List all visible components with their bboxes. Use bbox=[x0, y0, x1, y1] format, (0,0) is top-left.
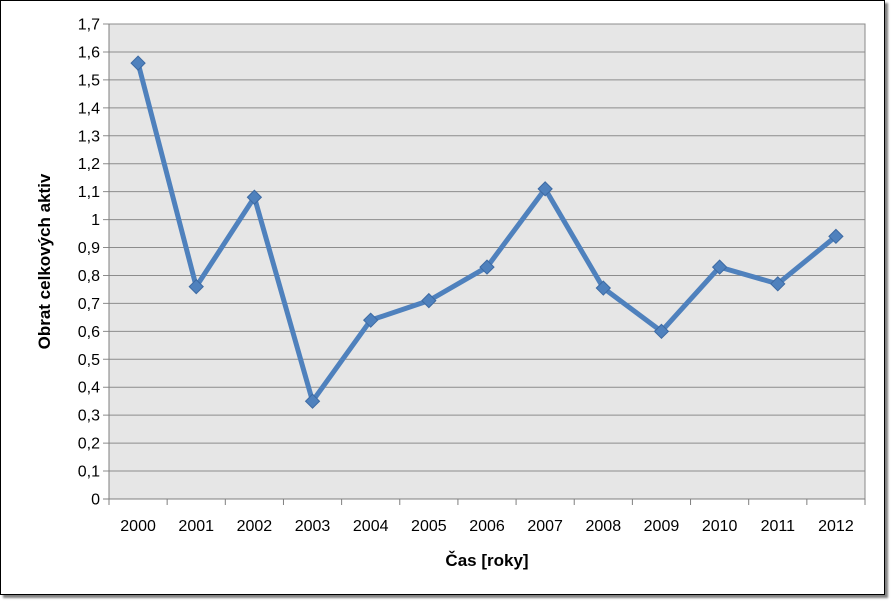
data-point bbox=[479, 259, 495, 275]
y-tick-label: 0,3 bbox=[78, 408, 100, 425]
y-tick-label: 0,8 bbox=[78, 268, 100, 285]
data-point bbox=[421, 292, 437, 309]
y-tick-label: 1 bbox=[91, 212, 100, 229]
data-point bbox=[711, 259, 728, 275]
data-point bbox=[537, 181, 553, 197]
x-tick-label: 2011 bbox=[761, 518, 796, 535]
y-tick-label: 0,5 bbox=[78, 352, 100, 369]
y-tick-label: 0 bbox=[91, 492, 100, 509]
data-point bbox=[653, 323, 670, 340]
x-axis-tick-labels: 2000 2001 2002 2003 2004 2005 2006 2007 2008 2009… bbox=[120, 518, 854, 535]
x-tick-label: 2000 bbox=[120, 518, 156, 535]
y-tick-label: 1,1 bbox=[78, 184, 100, 201]
data-point bbox=[770, 276, 786, 292]
data-point bbox=[362, 312, 379, 328]
x-tick-label: 2003 bbox=[295, 518, 331, 535]
y-tick-label: 0,2 bbox=[78, 436, 100, 453]
x-tick-label: 2009 bbox=[644, 518, 680, 535]
y-axis-title: Obrat celkových aktiv bbox=[35, 173, 54, 349]
y-tick-label: 1,7 bbox=[78, 17, 100, 34]
y-tick-label: 0,7 bbox=[78, 296, 100, 313]
gridlines bbox=[103, 23, 865, 500]
data-point bbox=[828, 228, 844, 245]
y-tick-label: 0,4 bbox=[78, 380, 100, 397]
y-tick-label: 0,1 bbox=[78, 464, 100, 481]
x-tick-label: 2001 bbox=[178, 518, 214, 535]
data-point bbox=[246, 189, 263, 205]
data-point bbox=[304, 393, 321, 409]
x-tick-label: 2012 bbox=[818, 518, 854, 535]
data-point bbox=[188, 278, 204, 295]
y-tick-label: 1,4 bbox=[78, 100, 100, 117]
data-point-markers bbox=[130, 55, 844, 409]
x-axis-title: Čas [roky] bbox=[445, 551, 528, 570]
x-tick-label: 2006 bbox=[469, 518, 505, 535]
x-tick-label: 2005 bbox=[411, 518, 447, 535]
y-tick-label: 1,6 bbox=[78, 44, 100, 61]
x-tick-label: 2010 bbox=[702, 518, 738, 535]
x-axis-ticks bbox=[108, 499, 866, 505]
data-point bbox=[130, 55, 146, 71]
y-axis-tick-labels: 0 0,1 0,2 0,3 0,4 0,5 0,6 0,7 0,8 0,9 1 1,1 1,2 1,3 1,… bbox=[78, 17, 100, 509]
x-tick-label: 2008 bbox=[586, 518, 622, 535]
x-tick-label: 2004 bbox=[353, 518, 389, 535]
y-tick-label: 0,9 bbox=[78, 240, 100, 257]
y-tick-label: 0,6 bbox=[78, 324, 100, 341]
data-point bbox=[595, 280, 612, 296]
y-tick-label: 1,5 bbox=[78, 72, 100, 89]
x-tick-label: 2007 bbox=[527, 518, 563, 535]
y-tick-label: 1,3 bbox=[78, 128, 100, 145]
x-tick-label: 2002 bbox=[237, 518, 273, 535]
y-tick-label: 1,2 bbox=[78, 156, 100, 173]
